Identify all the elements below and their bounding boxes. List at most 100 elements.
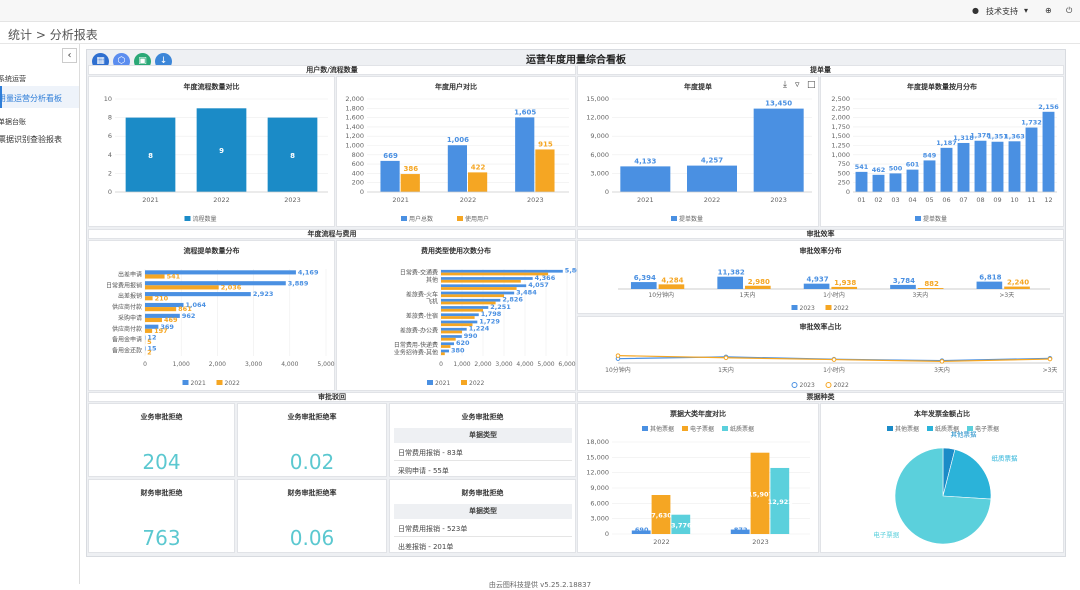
y-tick-label: 差旅费-办公费: [400, 327, 438, 335]
bar: [631, 282, 657, 289]
sidebar-section-system[interactable]: 系统运营: [0, 74, 26, 84]
bar: [441, 350, 449, 353]
panel-title: 审批效率分布: [578, 246, 1063, 256]
bar: [873, 175, 885, 192]
breadcrumb: 统计 > 分析报表: [8, 26, 98, 43]
sidebar-section-ledger[interactable]: 单据台账: [0, 117, 26, 127]
legend-label: 纸质票据: [935, 425, 959, 433]
x-tick-label: 2021: [142, 196, 159, 204]
bar: [441, 338, 456, 341]
kpi-title: 业务审批拒绝率: [238, 412, 386, 422]
panel-title: 年度提单: [578, 82, 818, 92]
legend-label: 电子票据: [975, 425, 999, 433]
legend-label: 2022: [225, 380, 240, 387]
data-label: 3,889: [288, 279, 309, 287]
bar: [441, 302, 496, 305]
legend-swatch: [722, 426, 728, 431]
section-users-flows: 用户数/流程数量: [88, 65, 576, 75]
y-tick-label: 600: [352, 160, 364, 168]
data-point: [940, 360, 944, 364]
globe-icon[interactable]: ⊕: [1045, 6, 1052, 15]
y-tick-label: 出差报销: [118, 292, 142, 300]
y-tick-label: 750: [838, 160, 850, 168]
y-tick-label: 日常费用-快递费: [394, 341, 438, 349]
x-tick-label: 11: [1027, 196, 1035, 204]
fullscreen-icon[interactable]: □: [807, 80, 816, 90]
legend-swatch: [642, 426, 648, 431]
bar: [441, 292, 514, 295]
bar: [380, 161, 399, 192]
data-label: 380: [451, 346, 465, 354]
user-menu[interactable]: 技术支持: [986, 6, 1018, 17]
legend-label: 流程数量: [193, 215, 217, 223]
y-tick-label: 10: [104, 95, 112, 103]
bar: [145, 285, 219, 289]
y-tick-label: 业务招待费-其他: [394, 348, 438, 356]
legend-swatch: [461, 380, 467, 385]
footer: 由云图科技提供 v5.25.2.18837: [0, 580, 1080, 590]
table-title: 财务审批拒绝: [390, 488, 575, 498]
y-tick-label: 差旅费-火车: [406, 290, 438, 298]
section-invoice-types: 票据种类: [577, 392, 1064, 402]
bar: [441, 335, 462, 338]
table-title: 业务审批拒绝: [390, 412, 575, 422]
data-label: 690: [635, 526, 649, 534]
bar: [441, 328, 467, 331]
table-row: 日常费用报销 - 523单: [398, 524, 467, 534]
data-label: 8: [290, 152, 295, 160]
power-icon[interactable]: ⏻: [1066, 6, 1072, 16]
x-tick-label: 2022: [704, 196, 721, 204]
legend-label: 使用用户: [465, 215, 489, 223]
bar: [145, 329, 152, 333]
y-tick-label: 0: [108, 188, 112, 196]
x-tick-label: 2023: [284, 196, 301, 204]
x-tick-label: 03: [891, 196, 899, 204]
y-tick-label: 8: [108, 114, 112, 122]
download-icon[interactable]: ⤓: [783, 80, 787, 90]
data-point: [724, 356, 728, 360]
kpi-value: 0.06: [238, 526, 386, 550]
table-header: 单据类型: [394, 428, 572, 443]
legend-label: 其他票据: [895, 425, 919, 433]
data-label: 462: [872, 166, 886, 174]
legend-label: 提单数量: [923, 215, 947, 223]
y-tick-label: 备用金还款: [112, 347, 142, 355]
sidebar-collapse-button[interactable]: ‹: [62, 48, 77, 63]
data-label: 1,938: [834, 279, 856, 287]
panel-title: 审批效率占比: [578, 322, 1063, 332]
table-finance-reject: 财务审批拒绝 单据类型 日常费用报销 - 523单 出差报销 - 201单: [389, 479, 576, 553]
bar: [659, 284, 685, 289]
bar: [441, 280, 521, 283]
y-tick-label: 15,000: [586, 453, 609, 461]
section-efficiency: 审批效率: [577, 229, 1064, 239]
bar: [441, 294, 504, 297]
sidebar-item-usage-dashboard[interactable]: 用量运营分析看板: [0, 93, 62, 104]
filter-icon[interactable]: ▿: [795, 80, 800, 90]
bar: [441, 352, 445, 355]
data-label: 3,776: [671, 521, 692, 529]
bar: [907, 170, 919, 192]
y-tick-label: 差旅费-住宿: [406, 312, 438, 320]
y-tick-label: 1,400: [345, 123, 364, 131]
chevron-down-icon[interactable]: ▾: [1024, 6, 1028, 15]
y-tick-label: 供应商付款: [112, 325, 142, 333]
x-tick-label: 0: [143, 361, 147, 368]
kpi-title: 财务审批拒绝: [89, 488, 234, 498]
y-tick-label: 400: [352, 169, 364, 177]
legend-label: 2021: [191, 380, 206, 387]
panel-title: 年度流程数量对比: [89, 82, 334, 92]
chart-yearly-bills: 03,0006,0009,00012,00015,0004,13320214,2…: [578, 77, 820, 228]
data-label: 4,169: [298, 268, 319, 276]
x-tick-label: 2,000: [474, 361, 491, 368]
sidebar-item-invoice-report[interactable]: 票据识别查验报表: [0, 134, 62, 145]
data-label: 1,006: [447, 136, 469, 144]
bar: [918, 288, 944, 289]
data-label: 2,156: [1038, 103, 1059, 111]
y-tick-label: 6,000: [590, 499, 609, 507]
chart-invoice-share: 其他票据纸质票据电子票据其他票据纸质票据电子票据: [821, 404, 1065, 554]
x-tick-label: 2023: [527, 196, 544, 204]
breadcrumb-root[interactable]: 统计: [8, 28, 32, 42]
y-tick-label: 500: [838, 169, 850, 177]
